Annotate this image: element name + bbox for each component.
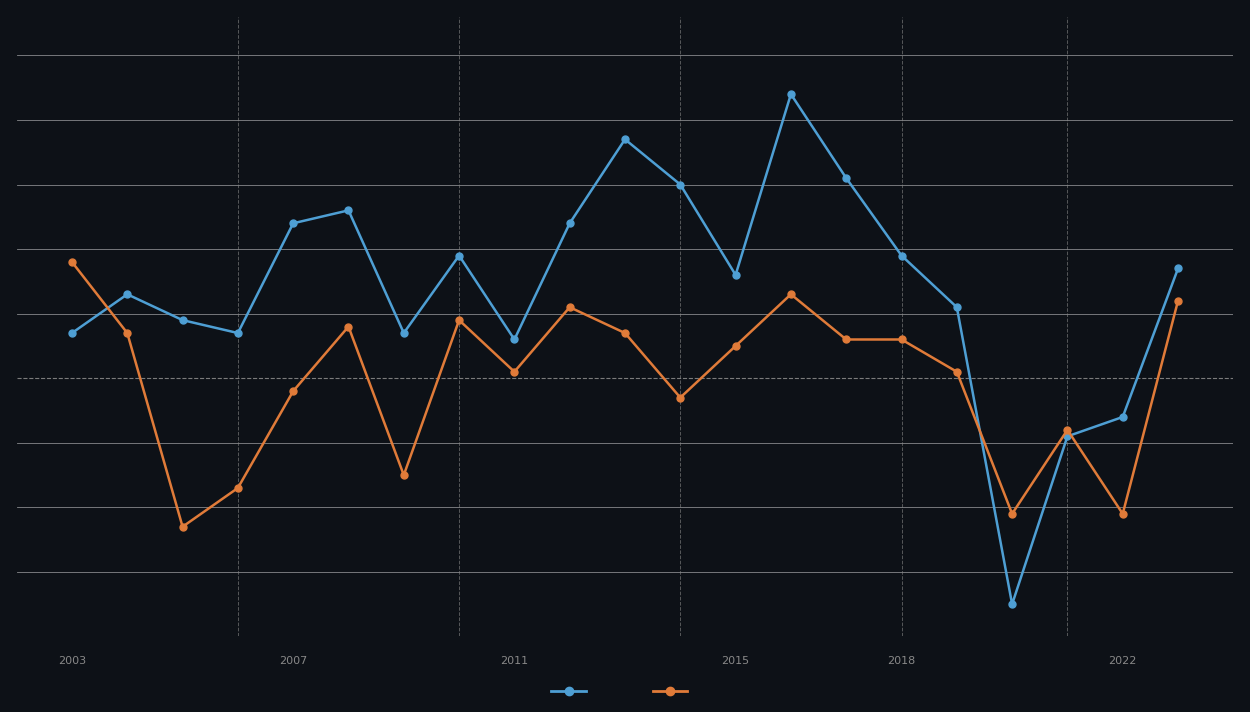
Text: 2007: 2007 [279, 656, 308, 666]
Legend: , : , [546, 679, 704, 704]
Text: 2018: 2018 [888, 656, 916, 666]
Text: 2003: 2003 [58, 656, 86, 666]
Text: 2011: 2011 [500, 656, 529, 666]
Text: 2022: 2022 [1109, 656, 1138, 666]
Text: 2015: 2015 [721, 656, 750, 666]
